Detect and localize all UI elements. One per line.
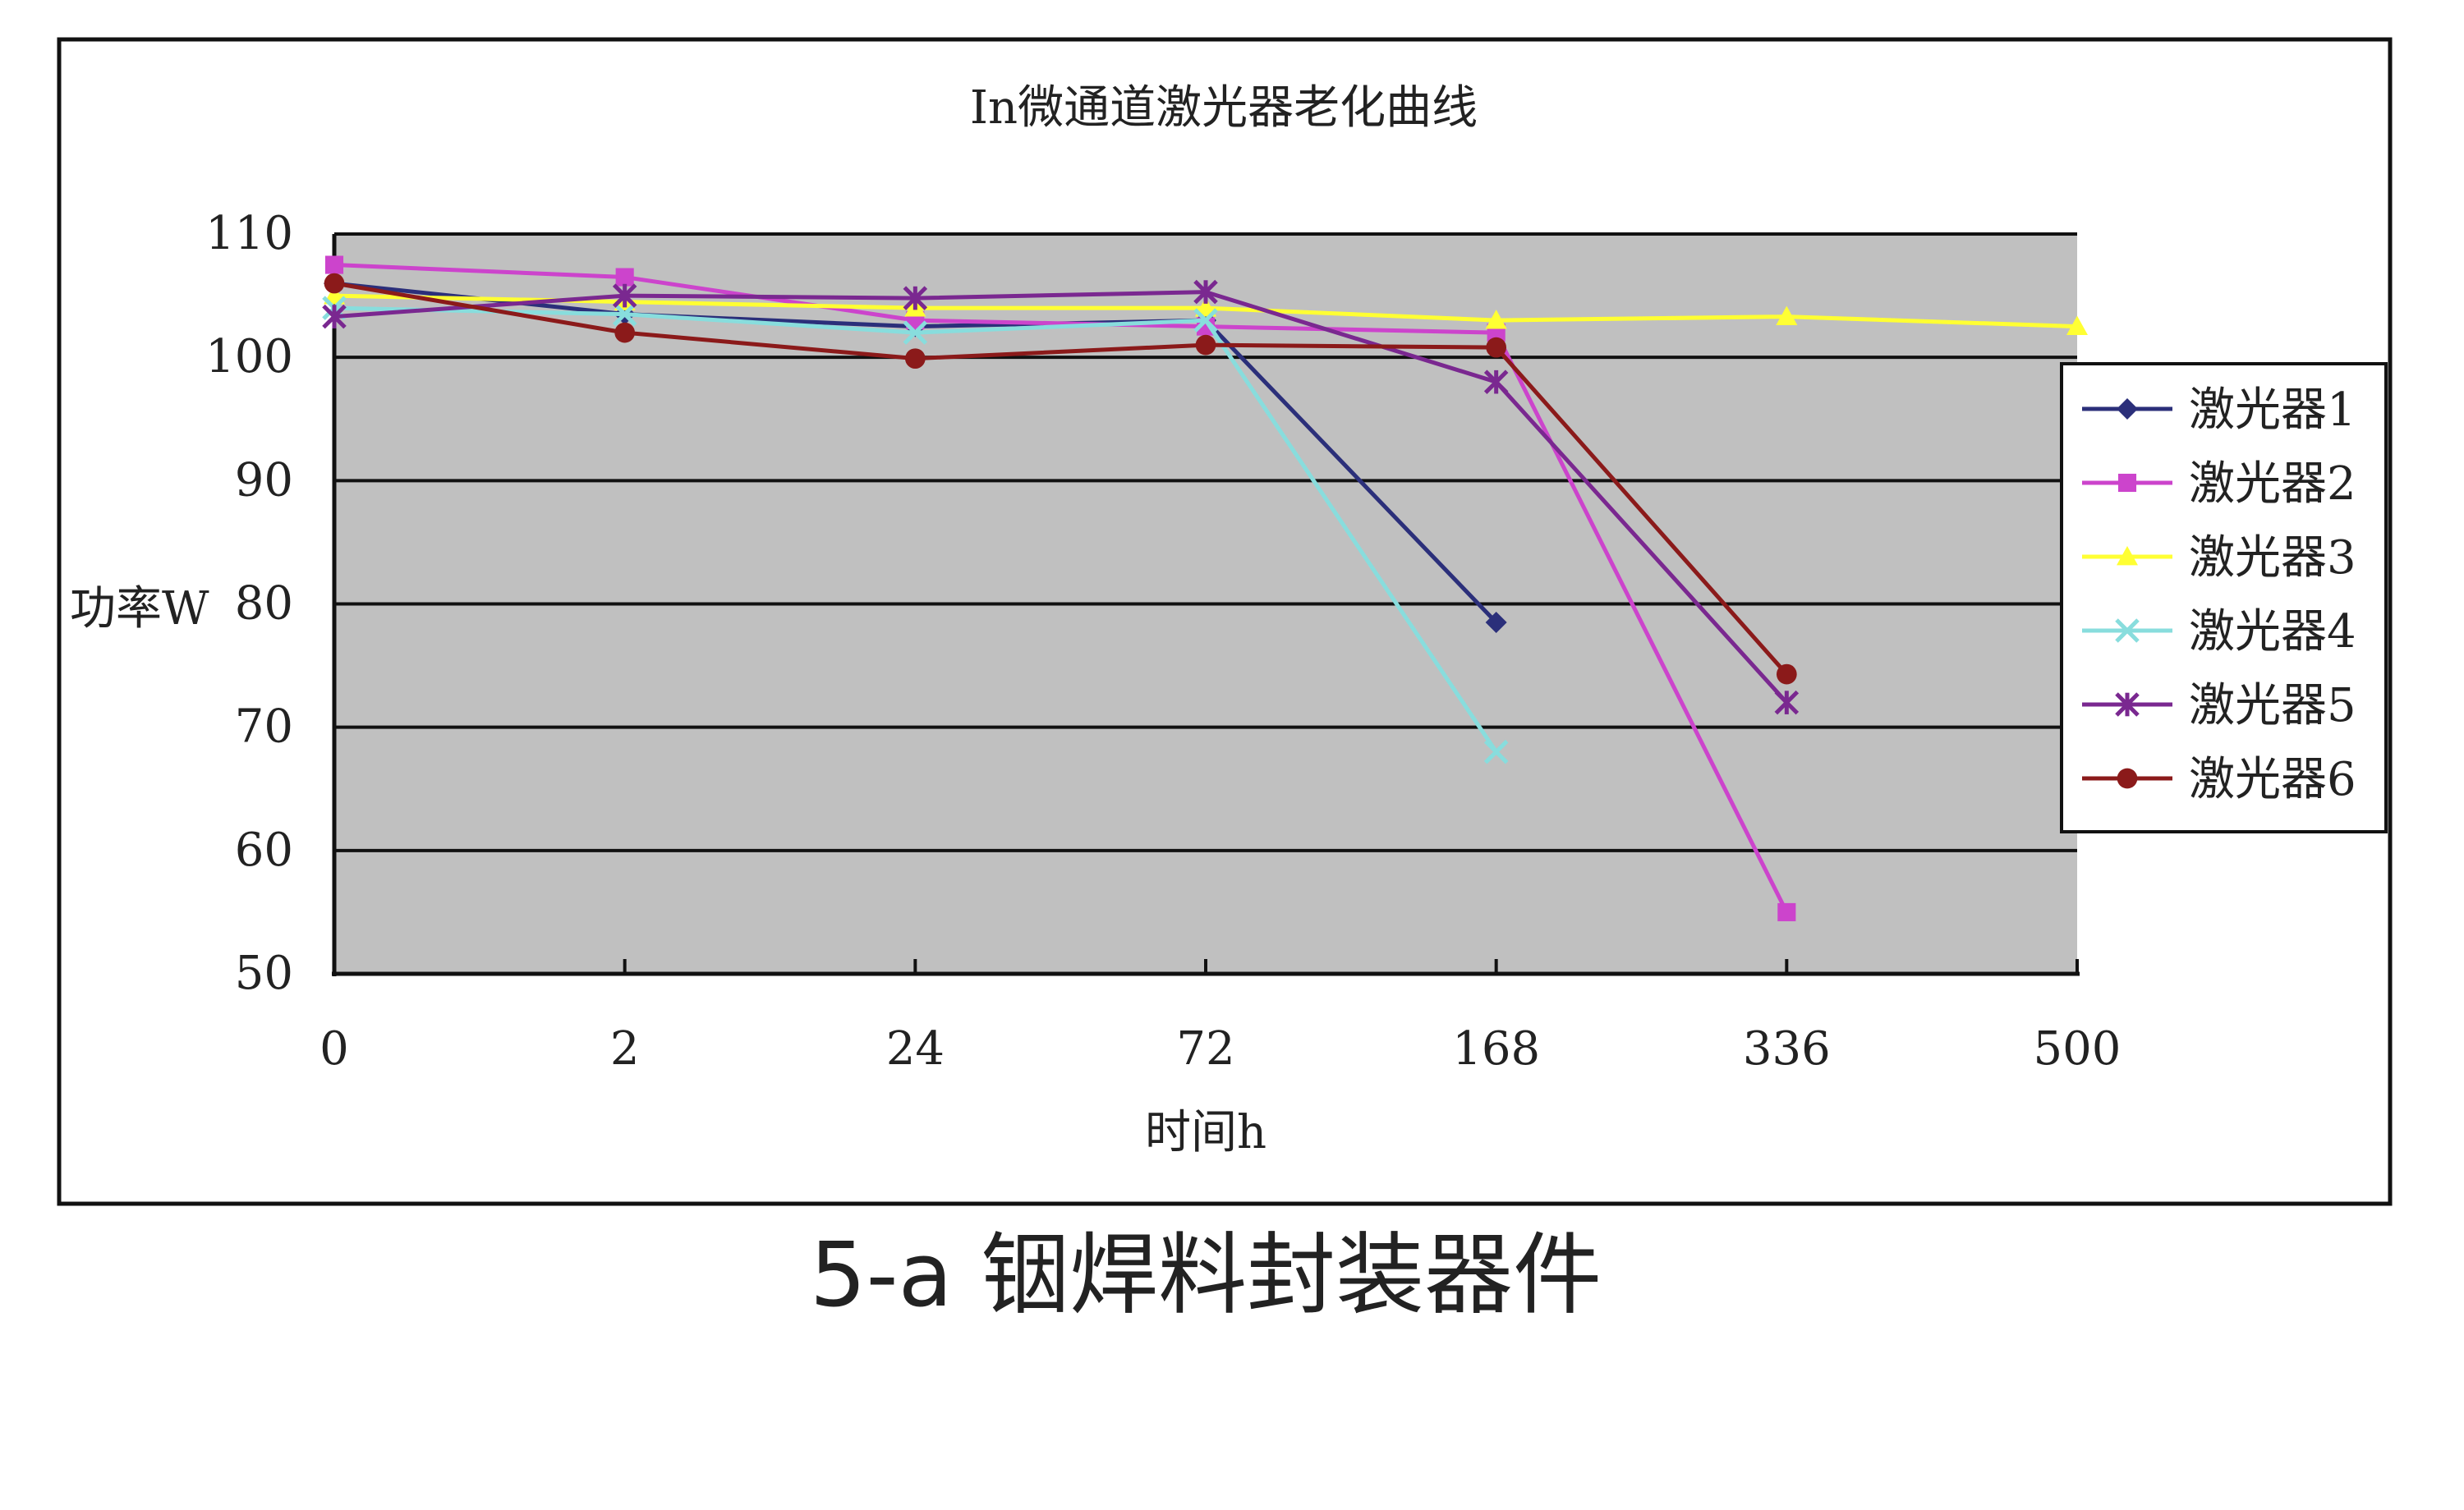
data-point-s5-2 [612, 283, 637, 308]
y-tick-label-80: 80 [235, 577, 293, 631]
y-axis-label: 功率W [70, 582, 209, 636]
data-point-s2-2 [615, 268, 634, 287]
axes: 50 60 70 80 90 100 110 0 2 24 72 168 336 500 [205, 207, 2121, 1076]
x-tick-label-336: 336 [1743, 1022, 1831, 1076]
data-point-s5-336 [1774, 690, 1800, 715]
data-point-s3-500 [2066, 315, 2088, 336]
data-point-s4-168-b [1483, 739, 1509, 764]
y-tick-label-90: 90 [235, 453, 293, 507]
legend-marker-6 [2117, 768, 2138, 789]
series-line-2 [333, 263, 1789, 914]
x-axis-label: 时间h [1145, 1106, 1266, 1159]
data-point-s4-2-b [612, 301, 637, 327]
legend-marker-1 [2117, 398, 2138, 420]
data-point-s5-72 [1193, 279, 1218, 305]
legend-marker-5 [2115, 692, 2140, 717]
data-point-s6-0 [324, 273, 345, 294]
y-tick-label-50: 50 [235, 947, 293, 1000]
data-point-s3-0 [324, 285, 345, 305]
data-point-s6-72 [1195, 334, 1216, 356]
x-tick-label-168: 168 [1452, 1022, 1540, 1076]
x-tick-label-2: 2 [610, 1022, 640, 1076]
data-point-s5-0 [322, 304, 347, 329]
legend-item-5: 激光器5 [2082, 679, 2356, 732]
y-tick-label-110: 110 [205, 207, 293, 260]
data-point-s4-72-b [1193, 308, 1218, 333]
data-point-s4-168 [1483, 739, 1509, 764]
data-point-s5-24 [903, 286, 928, 310]
data-point-s5-168 [1483, 369, 1509, 394]
series-4 [322, 296, 1509, 764]
legend-label-2: 激光器2 [2189, 457, 2356, 511]
data-point-s3-336 [1776, 305, 1798, 326]
legend-item-3: 激光器3 [2082, 531, 2356, 585]
legend-label-5: 激光器5 [2189, 679, 2356, 732]
legend-marker-4 [2115, 618, 2140, 643]
series-6 [324, 273, 1797, 685]
series-2 [324, 255, 1796, 921]
series-group [322, 255, 2088, 921]
legend-item-4: 激光器4 [2082, 605, 2356, 659]
legend-item-1: 激光器1 [2082, 383, 2356, 437]
x-tick-label-72: 72 [1176, 1022, 1234, 1076]
legend-label-3: 激光器3 [2189, 531, 2356, 585]
x-tick-label-24: 24 [886, 1022, 945, 1076]
data-point-s1-168 [1485, 612, 1507, 634]
y-tick-label-100: 100 [205, 330, 293, 383]
data-point-s4-72 [1193, 308, 1218, 333]
legend-label-6: 激光器6 [2189, 753, 2356, 806]
data-point-s3-168 [1485, 310, 1507, 329]
x-tick-label-0: 0 [319, 1022, 349, 1076]
data-point-s4-24 [903, 320, 928, 345]
data-point-s6-2 [614, 322, 636, 343]
data-point-s2-0 [324, 255, 344, 274]
legend-marker-3 [2117, 546, 2138, 566]
figure-caption: 5-a 铟焊料封装器件 [810, 1224, 1602, 1327]
data-point-s4-24-b [903, 320, 928, 345]
legend-box [2060, 362, 2388, 833]
legend: 激光器1 激光器2 激光器3 激光器4 激光器5 激光器6 [2060, 362, 2388, 833]
data-point-s6-24 [904, 348, 926, 369]
legend-label-4: 激光器4 [2189, 605, 2356, 659]
series-5 [322, 279, 1800, 715]
data-point-s6-168 [1486, 337, 1507, 358]
legend-item-6: 激光器6 [2082, 753, 2356, 806]
data-point-s4-2 [612, 301, 637, 327]
grid-lines [334, 232, 2077, 852]
series-line-5 [333, 290, 1789, 705]
x-tick-label-500: 500 [2034, 1022, 2122, 1076]
legend-label-1: 激光器1 [2189, 383, 2356, 437]
y-tick-label-60: 60 [235, 824, 293, 877]
data-point-s6-336 [1776, 663, 1797, 685]
data-point-s2-336 [1777, 902, 1796, 921]
legend-item-2: 激光器2 [2082, 457, 2356, 511]
legend-marker-2 [2117, 473, 2137, 493]
y-tick-label-70: 70 [235, 700, 293, 754]
series-line-6 [333, 281, 1789, 676]
chart-title: In微通道激光器老化曲线 [970, 81, 1478, 135]
legend-marker-4-b [2115, 618, 2140, 643]
data-point-s3-72 [1195, 297, 1216, 317]
